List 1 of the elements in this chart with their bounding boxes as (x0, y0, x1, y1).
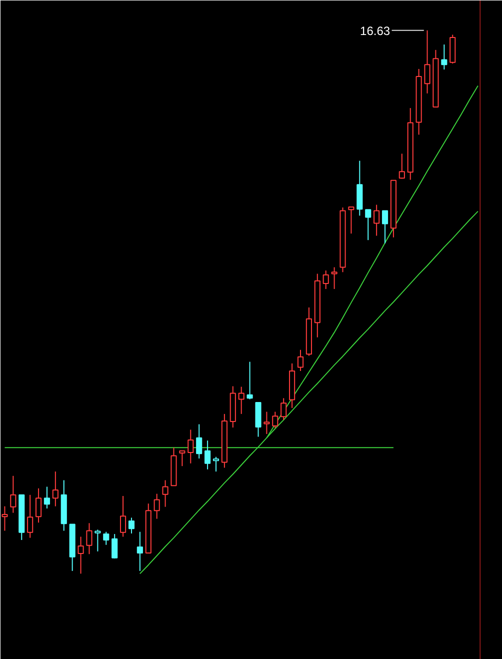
annotation: 16.63 (360, 24, 390, 38)
